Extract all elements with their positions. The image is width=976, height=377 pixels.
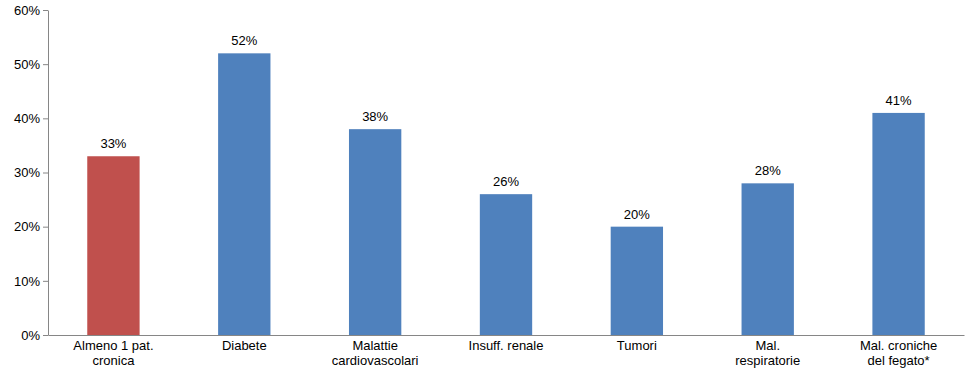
x-tick-label-line: Mal. — [755, 338, 780, 353]
y-tick: 60% — [14, 3, 48, 18]
x-tick-label-line: cronica — [92, 353, 135, 368]
y-tick-mark — [43, 227, 48, 228]
data-labels: 33% 52% 38% 26% 20% 28% 41% — [100, 33, 912, 221]
x-tick-label: Mal. cronichedel fegato* — [860, 338, 937, 368]
y-tick: 30% — [14, 165, 48, 180]
x-tick-label-line: Tumori — [617, 338, 657, 353]
x-tick: Almeno 1 pat.cronica — [73, 338, 153, 368]
bar — [349, 129, 401, 335]
x-tick: Mal.respiratorie — [735, 338, 800, 368]
x-tick-label-line: del fegato* — [867, 353, 929, 368]
x-tick-label-line: Diabete — [222, 338, 267, 353]
x-tick-label: Diabete — [222, 338, 267, 353]
data-label: 26% — [493, 174, 519, 189]
y-tick-label: 10% — [14, 273, 40, 288]
y-tick-label: 60% — [14, 3, 40, 18]
x-tick: Diabete — [222, 338, 267, 353]
y-tick-mark — [43, 64, 48, 65]
y-tick-label: 30% — [14, 165, 40, 180]
y-tick-label: 50% — [14, 57, 40, 72]
y-tick-mark — [43, 281, 48, 282]
x-axis-line — [49, 335, 965, 336]
x-axis: Almeno 1 pat.cronica Diabete Malattiecardi… — [49, 336, 965, 369]
data-label: 20% — [624, 207, 650, 222]
x-tick-label-line: Insuff. renale — [469, 338, 544, 353]
x-tick: Malattiecardiovascolari — [332, 338, 419, 368]
y-tick: 0% — [21, 328, 48, 343]
bar — [611, 227, 663, 335]
x-tick-label-line: Malattie — [352, 338, 398, 353]
x-tick: Tumori — [617, 338, 657, 353]
data-label: 52% — [231, 33, 257, 48]
x-tick-label: Almeno 1 pat.cronica — [73, 338, 153, 368]
x-tick-label-line: respiratorie — [735, 353, 800, 368]
x-tick-label-line: Mal. croniche — [860, 338, 937, 353]
y-tick-mark — [43, 10, 48, 11]
y-tick: 20% — [14, 219, 48, 234]
y-tick: 50% — [14, 57, 48, 72]
x-tick: Mal. cronichedel fegato* — [860, 338, 937, 368]
chart: 0% 10% 20% 30% 40% 50% 60% Almeno 1 pat.cronica… — [0, 0, 976, 377]
y-tick-mark — [43, 335, 48, 336]
bar — [218, 53, 270, 335]
bar — [742, 183, 794, 335]
y-tick-mark — [43, 118, 48, 119]
plot: 0% 10% 20% 30% 40% 50% 60% Almeno 1 pat.cronica… — [14, 3, 965, 369]
x-tick-label: Tumori — [617, 338, 657, 353]
x-tick-label: Malattiecardiovascolari — [332, 338, 419, 368]
x-tick-label-line: Almeno 1 pat. — [73, 338, 153, 353]
y-tick-mark — [43, 173, 48, 174]
x-tick-label: Insuff. renale — [469, 338, 544, 353]
y-tick-label: 40% — [14, 111, 40, 126]
x-tick: Insuff. renale — [469, 338, 544, 353]
bars — [87, 53, 924, 335]
y-axis: 0% 10% 20% 30% 40% 50% 60% — [14, 3, 49, 343]
x-tick-label-line: cardiovascolari — [332, 353, 419, 368]
y-tick: 10% — [14, 273, 48, 288]
y-axis-line — [48, 11, 49, 336]
data-label: 33% — [100, 136, 126, 151]
data-label: 38% — [362, 109, 388, 124]
x-tick-label: Mal.respiratorie — [735, 338, 800, 368]
y-tick-label: 0% — [21, 328, 40, 343]
bar — [87, 156, 139, 335]
bar — [872, 113, 924, 335]
data-label: 41% — [886, 93, 912, 108]
data-label: 28% — [755, 163, 781, 178]
y-tick-label: 20% — [14, 219, 40, 234]
y-tick: 40% — [14, 111, 48, 126]
bar — [480, 194, 532, 335]
